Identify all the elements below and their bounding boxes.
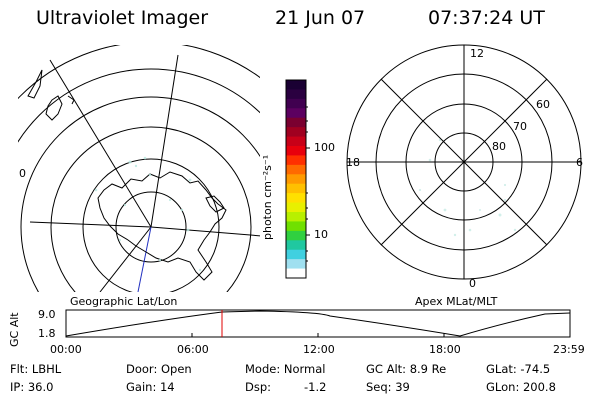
info-gc-alt: GC Alt: 8.9 Re (366, 362, 447, 376)
info-mode: Mode: Normal (245, 362, 326, 376)
aurora-speckles (94, 156, 202, 272)
polar-map (346, 44, 582, 280)
colorbar-segment (286, 230, 306, 241)
altitude-ytick-9: 9.0 (38, 308, 56, 321)
colorbar-segment (286, 127, 306, 138)
info-gain: Gain: 14 (126, 380, 175, 394)
geo-map-caption: Geographic Lat/Lon (70, 295, 178, 308)
colorbar-segment (286, 249, 306, 260)
altitude-xtick-0000: 00:00 (50, 343, 82, 356)
instrument-title: Ultraviolet Imager (36, 7, 209, 29)
mlt-label-6: 6 (576, 156, 583, 169)
colorbar-ticks (306, 106, 310, 262)
meridian-1 (49, 59, 152, 228)
colorbar-segment (286, 202, 306, 213)
coast-island (205, 195, 225, 213)
info-ip: IP: 36.0 (10, 380, 54, 394)
info-door: Door: Open (126, 362, 192, 376)
lat-circle-2 (82, 158, 220, 292)
altitude-xtick-1800: 18:00 (429, 343, 461, 356)
time-label: 07:37:24 UT (428, 7, 545, 29)
new-zealand (45, 95, 63, 121)
colorbar-segment (286, 193, 306, 204)
mlt-label-12: 12 (470, 47, 484, 60)
meridian-noon (137, 226, 152, 292)
colorbar-frame (285, 79, 307, 279)
colorbar-segment (286, 183, 306, 194)
mlt-line-diag-2 (380, 78, 548, 246)
altitude-curve (65, 310, 571, 337)
colorbar-unit-label: photon cm⁻²s⁻¹ (261, 154, 274, 240)
altitude-xtick-0600: 06:00 (177, 343, 209, 356)
colorbar-segment (286, 108, 306, 119)
colorbar-tick-100: 100 (314, 141, 335, 154)
meridian-4 (29, 221, 152, 228)
island-small (67, 95, 75, 105)
altitude-xtick-1200: 12:00 (303, 343, 335, 356)
altitude-ylabel: GC Alt (8, 312, 21, 347)
lat-circle-1 (115, 191, 187, 263)
colorbar-segment (286, 136, 306, 147)
colorbar-tick-10: 10 (314, 228, 328, 241)
info-glat: GLat: -74.5 (486, 362, 551, 376)
meridian-5 (99, 226, 152, 292)
colorbar-segment (286, 221, 306, 232)
altitude-plot (65, 309, 571, 338)
meridian-3 (150, 226, 260, 237)
colorbar-segment (286, 155, 306, 166)
info-seq: Seq: 39 (366, 380, 410, 394)
colorbar-segment (286, 268, 306, 279)
info-glon: GLon: 200.8 (486, 380, 556, 394)
colorbar-segment (286, 240, 306, 251)
colorbar-segment (286, 164, 306, 175)
polar-aurora-speckles (418, 138, 517, 237)
lat-circle-4 (20, 96, 260, 292)
mlt-label-0: 0 (469, 277, 476, 290)
geographic-map (18, 45, 260, 292)
meridian-2 (150, 54, 179, 228)
colorbar-segment (286, 117, 306, 128)
polar-map-caption: Apex MLat/MLT (415, 295, 498, 308)
mlat-label-70: 70 (513, 120, 527, 133)
mlat-label-60: 60 (536, 98, 550, 111)
colorbar-segment (286, 259, 306, 270)
info-filter: Flt: LBHL (10, 362, 62, 376)
colorbar-segment (286, 212, 306, 222)
altitude-ytick-1-8: 1.8 (38, 327, 56, 340)
colorbar-segment (286, 98, 306, 109)
info-dsp-label: Dsp: (245, 380, 272, 394)
mlt-label-18: 18 (346, 156, 360, 169)
colorbar-segment (286, 89, 306, 100)
colorbar-segment (286, 80, 306, 90)
australia-edge (27, 69, 43, 99)
colorbar-segment (286, 174, 306, 185)
antarctica-outline (97, 171, 227, 281)
altitude-xtick-2359: 23:59 (553, 343, 585, 356)
lat-circle-3 (50, 126, 252, 292)
mlat-label-80: 80 (492, 140, 506, 153)
colorbar-segment (286, 146, 306, 156)
info-dsp-value: -1.2 (304, 380, 327, 394)
geo-edge-tick: 0 (19, 167, 26, 180)
date-label: 21 Jun 07 (275, 7, 366, 29)
lat-circle-5 (18, 68, 260, 143)
colorbar (285, 79, 307, 279)
